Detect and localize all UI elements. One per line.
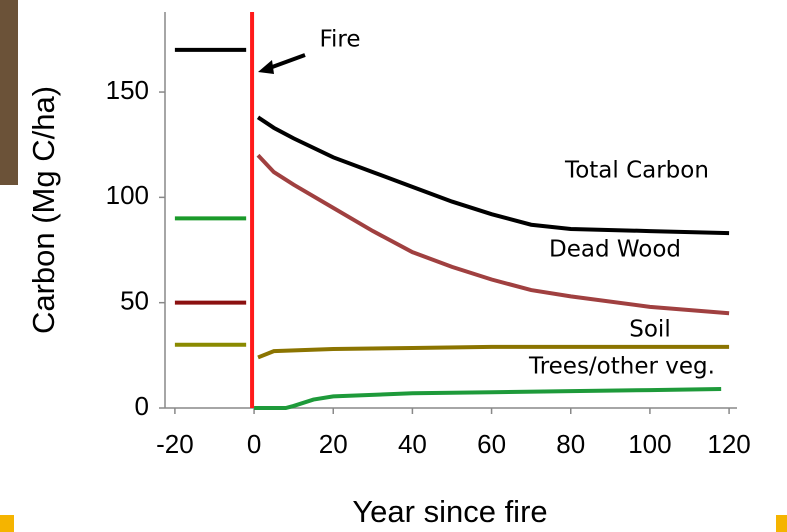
x-tick-label: 20	[319, 429, 348, 459]
y-tick-label: 150	[106, 75, 149, 105]
fire-arrow-head	[258, 60, 274, 74]
y-tick-label: 0	[135, 391, 149, 421]
series-line	[256, 153, 730, 316]
x-tick-label: 100	[628, 429, 671, 459]
series-line	[256, 115, 730, 236]
y-tick-label: 100	[106, 180, 149, 210]
series-label: Total Carbon	[564, 158, 709, 184]
x-tick-label: 120	[707, 429, 750, 459]
x-tick-label: -20	[156, 429, 194, 459]
series-label: Trees/other veg.	[528, 354, 715, 380]
fire-label: Fire	[319, 27, 360, 53]
photo-edge	[0, 0, 18, 185]
y-axis-title: Carbon (Mg C/ha)	[26, 86, 61, 334]
series-label: Dead Wood	[549, 237, 681, 263]
series-line	[257, 344, 730, 360]
x-tick-label: 40	[398, 429, 427, 459]
y-tick-label: 50	[120, 286, 149, 316]
corner-accent	[0, 515, 14, 532]
x-tick-label: 0	[247, 429, 261, 459]
series-line	[254, 387, 722, 410]
x-tick-label: 60	[477, 429, 506, 459]
x-tick-label: 80	[556, 429, 585, 459]
corner-accent	[776, 515, 787, 532]
series-label: Soil	[629, 317, 670, 343]
x-axis-title: Year since fire	[352, 494, 547, 529]
